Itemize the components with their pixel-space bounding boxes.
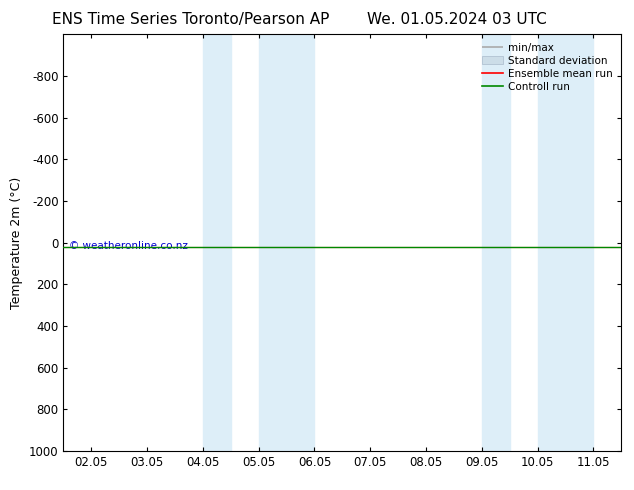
Bar xyxy=(203,34,231,451)
Bar xyxy=(259,34,314,451)
Bar xyxy=(482,34,510,451)
Bar xyxy=(538,34,593,451)
Text: ENS Time Series Toronto/Pearson AP: ENS Time Series Toronto/Pearson AP xyxy=(51,12,329,27)
Text: We. 01.05.2024 03 UTC: We. 01.05.2024 03 UTC xyxy=(366,12,547,27)
Y-axis label: Temperature 2m (°C): Temperature 2m (°C) xyxy=(10,176,23,309)
Legend: min/max, Standard deviation, Ensemble mean run, Controll run: min/max, Standard deviation, Ensemble me… xyxy=(479,40,616,95)
Text: © weatheronline.co.nz: © weatheronline.co.nz xyxy=(69,241,188,251)
